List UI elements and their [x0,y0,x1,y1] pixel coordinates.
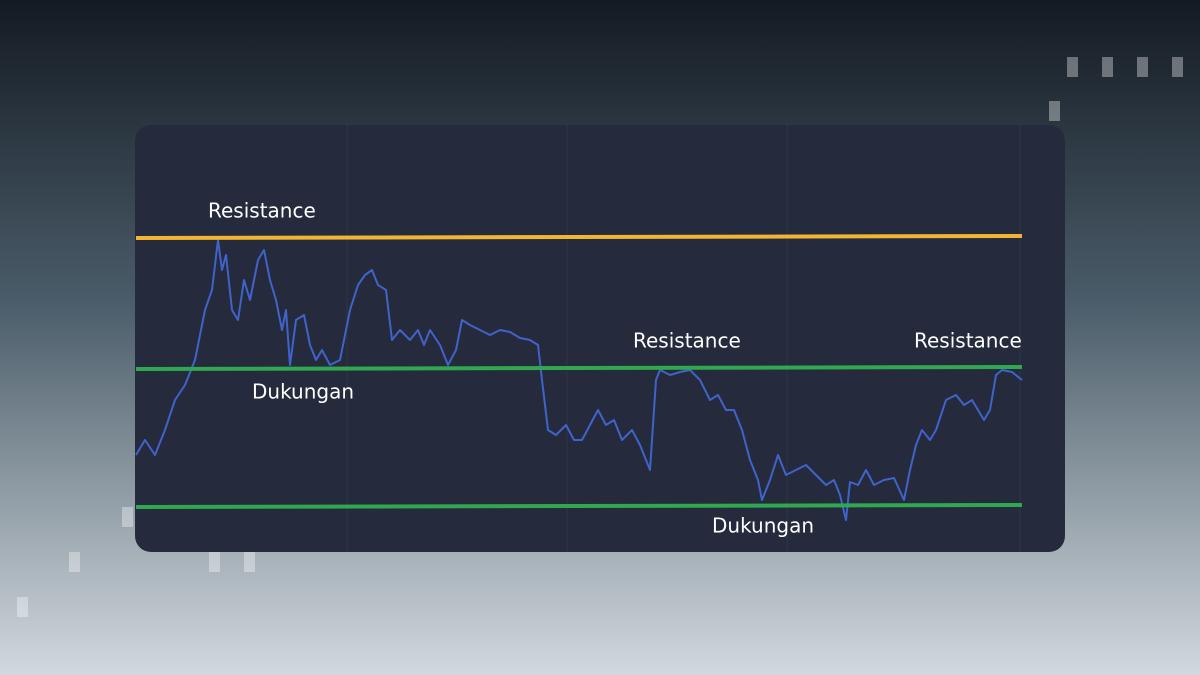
decor-squares [17,57,1183,617]
resistance-line [135,234,1023,240]
annotation: Resistance [914,329,1022,353]
panel-grid [346,125,1021,552]
annotation: Dukungan [252,380,354,404]
annotation: Dukungan [712,514,814,538]
annotation: Resistance [633,329,741,353]
price-line [135,239,1023,521]
annotation: Resistance [208,199,316,223]
support-line [135,503,1023,509]
support-resistance-line [135,365,1023,371]
chart-panel [135,125,1065,552]
